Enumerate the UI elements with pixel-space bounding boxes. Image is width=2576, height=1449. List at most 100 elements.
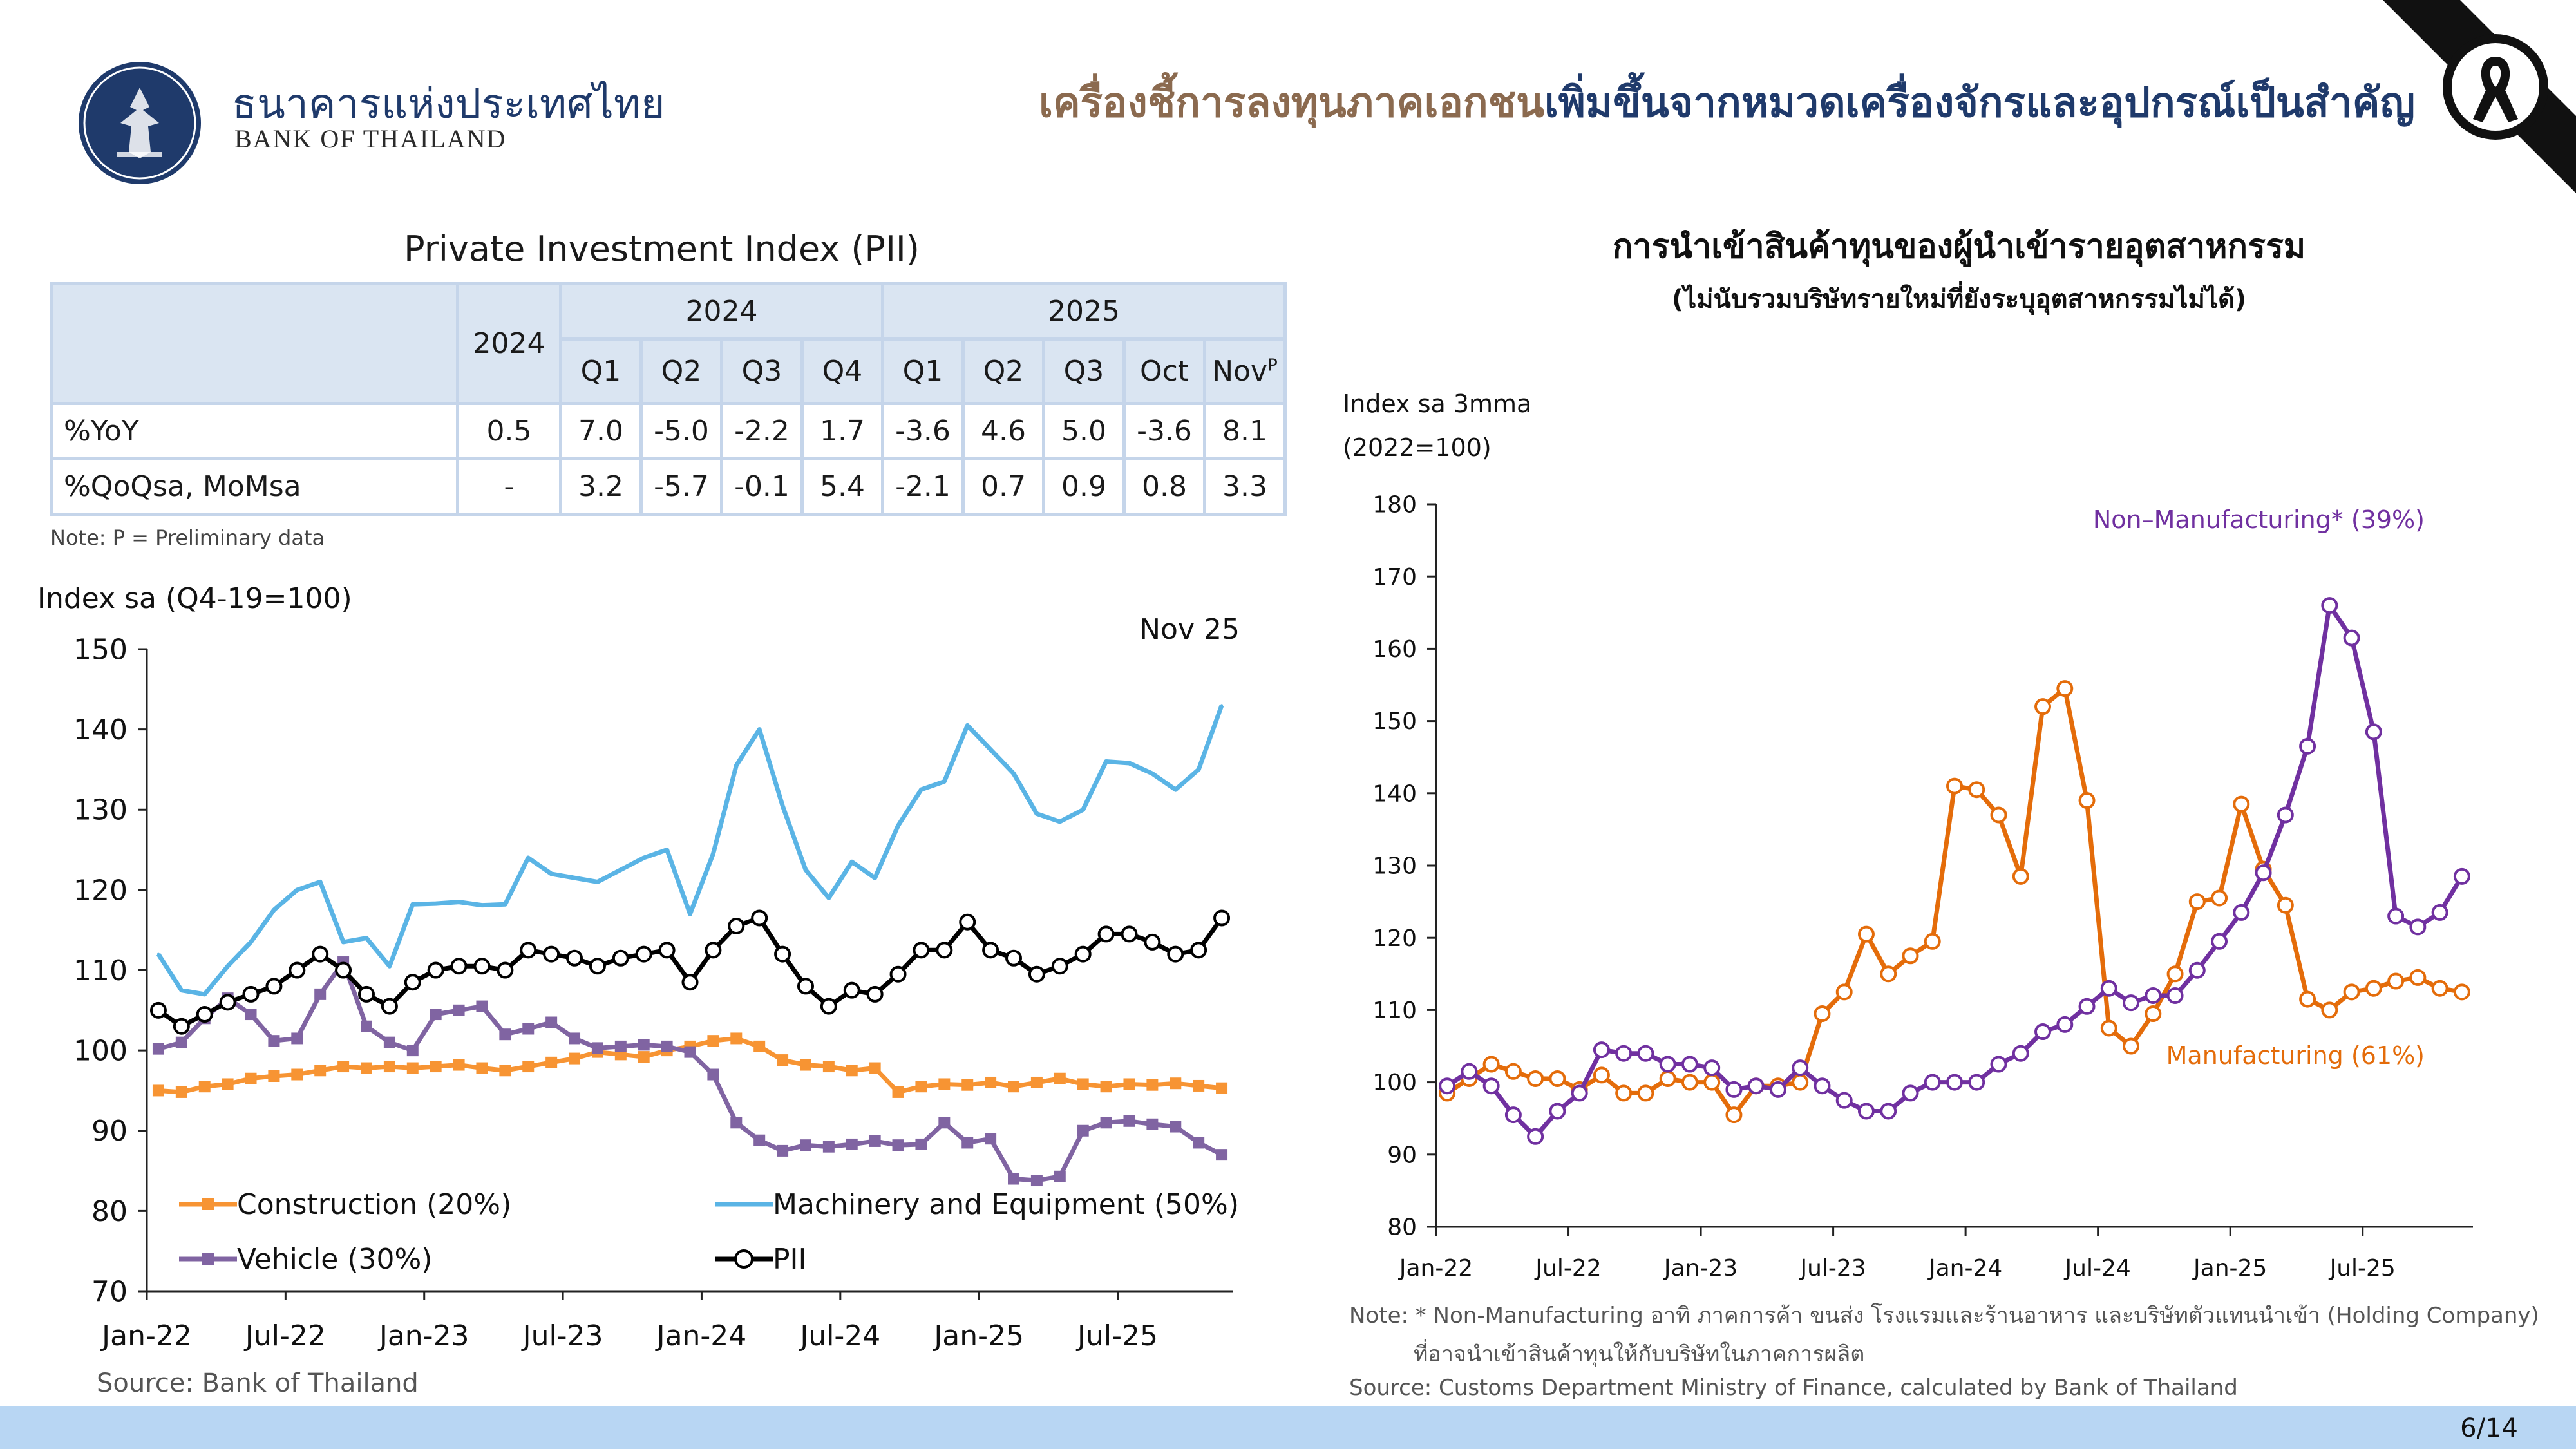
data-point (2321, 1001, 2338, 1019)
data-point (612, 949, 629, 967)
data-point (777, 1144, 789, 1157)
data-point (312, 945, 329, 963)
series-label-non-manufacturing: Non–Manufacturing* (39%) (2093, 506, 2425, 534)
data-point (1146, 1118, 1159, 1130)
y-axis-title-base: (2022=100) (1343, 433, 1492, 462)
data-point (360, 1020, 372, 1032)
data-point (1123, 1115, 1135, 1127)
x-tick-label: Jul-23 (521, 1320, 603, 1352)
data-point (1174, 788, 1177, 791)
data-point (152, 1084, 164, 1097)
x-tick-label: Jan-23 (377, 1320, 469, 1352)
table-cell: -3.6 (1122, 402, 1206, 460)
data-point (383, 1036, 395, 1048)
data-point (2343, 983, 2360, 1001)
data-point (504, 903, 507, 906)
data-point (1902, 1084, 1919, 1102)
data-point (889, 965, 907, 983)
data-point (873, 876, 876, 880)
data-point (543, 945, 560, 963)
y-tick-label: 90 (1387, 1142, 1417, 1168)
data-point (1008, 1081, 1020, 1093)
data-point (705, 942, 722, 959)
data-point (289, 961, 306, 979)
y-tick-label: 150 (73, 633, 128, 666)
data-point (265, 978, 283, 995)
data-point (1681, 1056, 1698, 1073)
data-point (961, 1079, 974, 1091)
garuda-emblem-icon (83, 66, 196, 180)
mourning-ribbon-icon (2383, 0, 2576, 193)
data-point (1615, 1084, 1633, 1102)
data-point (545, 1056, 558, 1068)
data-point (1128, 761, 1131, 764)
headline-part-2: เพิ่มขึ้นจากหมวดเครื่องจักรและอุปกรณ์เป็… (1544, 79, 2415, 127)
x-tick-label: Jul-23 (1799, 1255, 1866, 1282)
data-point (573, 876, 576, 880)
data-point (866, 985, 884, 1003)
data-point (499, 1065, 511, 1077)
data-point (219, 994, 236, 1011)
data-point (2299, 737, 2316, 755)
data-point (268, 1070, 280, 1083)
data-point (337, 1061, 350, 1073)
data-point (2233, 904, 2250, 921)
y-tick-label: 100 (73, 1035, 128, 1068)
table-cell: -5.0 (639, 402, 723, 460)
data-point (1167, 945, 1184, 963)
data-point (961, 1137, 974, 1149)
y-tick-label: 80 (1387, 1215, 1417, 1241)
data-point (1058, 820, 1061, 823)
group-header-2025: 2025 (881, 282, 1287, 341)
data-point (1144, 933, 1161, 951)
data-point (406, 1045, 419, 1057)
data-point (2387, 972, 2405, 990)
data-point (1990, 1056, 2007, 1073)
data-point (688, 913, 692, 916)
data-point (1924, 1074, 1941, 1091)
data-point (1504, 1063, 1522, 1080)
data-point (520, 942, 537, 959)
bank-name-english: BANK OF THAILAND (234, 124, 507, 153)
y-tick-label: 110 (73, 954, 128, 987)
data-point (272, 909, 276, 912)
data-point (938, 1078, 951, 1090)
data-point (291, 1032, 303, 1045)
table-cell: -2.2 (720, 402, 804, 460)
data-point (1028, 965, 1045, 983)
data-point (245, 1009, 257, 1021)
data-point (388, 965, 391, 968)
data-point (2012, 1045, 2029, 1062)
data-point (827, 896, 830, 900)
data-point (175, 1086, 187, 1098)
data-point (1637, 1045, 1654, 1062)
x-tick-label: Jan-22 (100, 1320, 192, 1352)
data-point (1054, 1170, 1066, 1182)
data-point (2343, 629, 2360, 647)
data-point (2233, 795, 2250, 813)
data-point (360, 1062, 372, 1074)
x-tick-label: Jul-22 (243, 1320, 326, 1352)
data-point (1593, 1041, 1610, 1059)
data-point (175, 1036, 187, 1048)
data-point (569, 1052, 581, 1065)
data-point (712, 852, 715, 855)
y-tick-label: 130 (73, 794, 128, 827)
data-point (1637, 1084, 1654, 1102)
data-point (357, 985, 375, 1003)
data-point (381, 998, 398, 1015)
x-tick-label: Jan-23 (1663, 1255, 1738, 1282)
group-header-2024: 2024 (559, 282, 884, 341)
data-point (591, 1042, 603, 1054)
data-point (1968, 781, 1985, 799)
page-headline: เครื่องชี้การลงทุนภาคเอกชนเพิ่มขึ้นจากหม… (1039, 70, 2415, 135)
x-tick-label: Jul-25 (1075, 1320, 1158, 1352)
data-point (730, 1032, 743, 1045)
data-point (985, 1133, 997, 1145)
data-point (196, 1006, 213, 1023)
data-point (730, 1117, 743, 1129)
table-cell: - (456, 457, 562, 516)
legend-marker (202, 1253, 214, 1265)
footer-bar (0, 1406, 2576, 1449)
data-point (2431, 980, 2448, 997)
